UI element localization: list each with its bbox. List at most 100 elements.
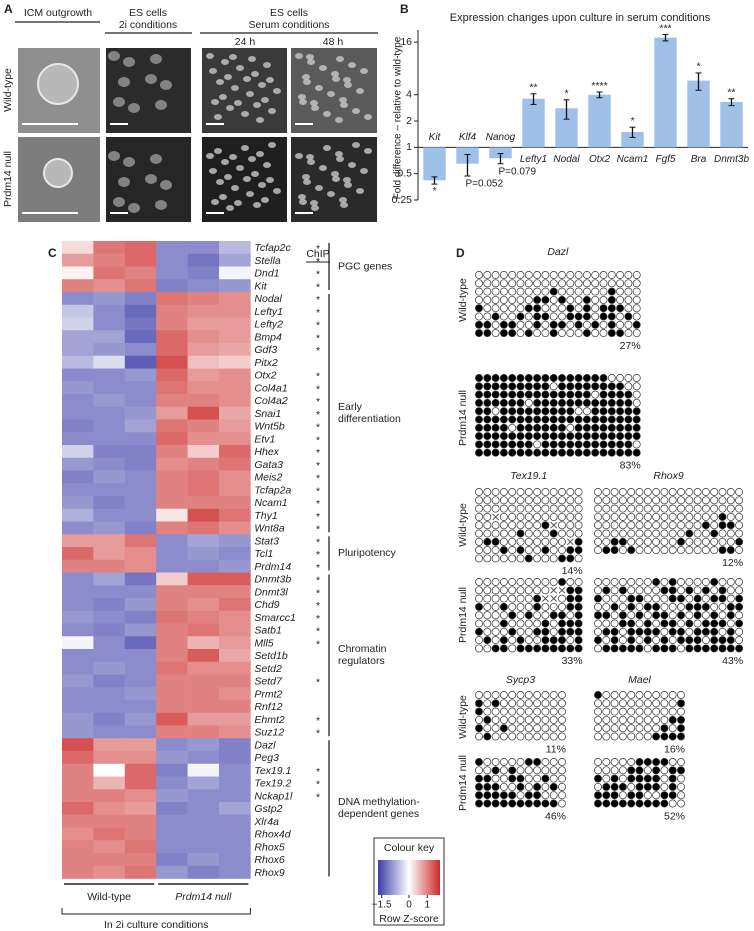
colony [150,154,162,164]
cpg-site [516,586,525,595]
cpg-site [718,512,727,521]
cpg-site [566,521,575,530]
cpg-site [508,586,517,595]
cpg-site [549,699,558,708]
cpg-site [643,594,652,603]
cpg-site [516,423,525,432]
cpg-site [533,295,542,304]
colony [243,76,251,82]
cpg-site [533,774,542,783]
cpg-site [710,619,719,628]
cpg-site [508,707,517,716]
colony [339,97,347,103]
heatmap-cell [62,330,94,344]
heatmap-cell [187,559,220,573]
heatmap-cell [219,419,251,433]
heatmap-cell [93,304,126,318]
cpg-site [574,602,583,611]
cpg-site [475,774,483,783]
chip-header: ChIP [306,248,329,260]
heatmap-cell [93,330,126,344]
heatmap-cell [187,508,220,522]
cpg-site [726,512,735,521]
cpg-site [475,521,483,530]
cpg-site [668,732,677,741]
heatmap-cell [124,827,157,841]
cpg-site [618,602,627,611]
colony [155,200,167,210]
heatmap-cell [93,636,126,650]
cpg-site [475,440,483,449]
chip-mark: * [316,779,320,791]
cpg-site [549,799,558,808]
cpg-site [475,398,483,407]
cpg-site [508,691,517,699]
cpg-site [718,529,727,538]
chip-mark: * [316,677,320,689]
heatmap-cell [219,661,251,675]
cpg-site [610,537,619,546]
cpg-site [726,537,735,546]
heatmap-cell [124,789,157,803]
cpg-site [499,782,508,791]
cpg-site [643,619,652,628]
heatmap-cell [219,406,251,420]
cpg-site [677,619,685,628]
colony [327,91,335,97]
cpg-site [533,619,542,628]
heatmap-cell [219,700,251,714]
cpg-site [524,529,533,538]
cpg-site [566,586,575,595]
cpg-site [483,287,492,296]
y-tick-label: 0.25 [392,194,413,206]
heatmap-cell [219,534,251,548]
cpg-site [616,432,625,441]
condition-label: In 2i culture conditions [104,919,208,931]
cpg-site [701,627,710,636]
cpg-site [643,529,652,538]
cpg-site [643,546,652,555]
colony [303,79,311,85]
cpg-site [574,312,583,321]
category-label: Nodal [553,154,580,165]
cpg-site [677,529,685,538]
group-label: regulators [338,655,385,667]
cpg-site [643,578,652,586]
gene-label: Dnd1 [254,268,279,280]
cpg-site [582,329,591,338]
heatmap-cell [219,674,251,688]
cpg-site [499,644,508,653]
cpg-site [524,440,533,449]
heatmap-cell [219,687,251,701]
cpg-site [591,448,600,457]
cpg-site [524,287,533,296]
cpg-site [591,415,600,424]
cpg-site [483,423,492,432]
cpg-site [541,287,550,296]
cpg-site [475,782,483,791]
cpg-site [677,644,685,653]
category-label: Nanog [486,132,516,143]
cpg-site [632,390,641,399]
cpg-site [660,537,669,546]
cpg-site [541,602,550,611]
gene-label: Tex19.1 [254,765,291,777]
heatmap-cell [62,623,94,637]
cpg-site [516,799,525,808]
cpg-site [491,415,500,424]
cpg-site [594,691,602,699]
cpg-site [524,423,533,432]
cpg-site [566,529,575,538]
heatmap-cell [124,725,157,739]
cpg-site [533,512,542,521]
cpg-site [508,382,517,391]
heatmap-cell [156,751,188,765]
cpg-site [616,398,625,407]
gene-label: Mll5 [254,637,273,649]
cpg-site [483,529,492,538]
heatmap-cell [187,406,220,420]
heatmap-cell [62,610,94,624]
cpg-site [574,594,583,603]
cpg-site [574,578,583,586]
cpg-site [475,791,483,800]
